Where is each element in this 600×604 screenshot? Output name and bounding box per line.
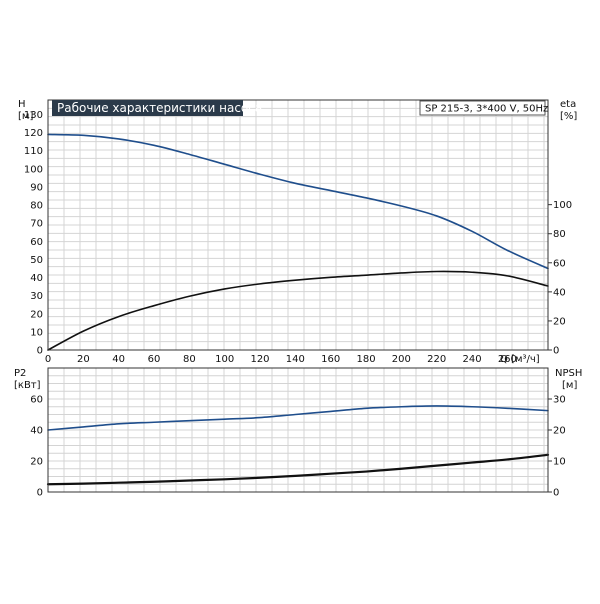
chart-title: Рабочие характеристики насоса — [57, 101, 262, 115]
upper-left-tick-label: 130 — [24, 110, 43, 121]
upper-series-1-line — [47, 270, 549, 351]
upper-left-tick-label: 10 — [30, 327, 43, 338]
x-tick-label: 200 — [392, 354, 411, 365]
upper-left-tick-label: 40 — [30, 273, 43, 284]
x-tick-label: 180 — [356, 354, 375, 365]
label-layer: Рабочие характеристики насоса SP 215-3, … — [14, 99, 582, 391]
tick-layer: 0102030405060708090100110120130020406080… — [24, 110, 572, 499]
lower-left-tick-label: 60 — [30, 395, 43, 406]
upper-plot-frame — [47, 99, 549, 351]
upper-right-tick-label: 20 — [553, 316, 566, 327]
upper-left-tick-label: 100 — [24, 164, 43, 175]
x-tick-label: 260 — [498, 354, 517, 365]
lower-right-axis-label: NPSH — [555, 368, 582, 379]
upper-left-tick-label: 90 — [30, 182, 43, 193]
lower-right-tick-label: 20 — [553, 426, 566, 437]
upper-left-tick-label: 0 — [37, 346, 43, 357]
x-tick-label: 240 — [462, 354, 481, 365]
lower-series-0-line — [47, 405, 549, 431]
upper-right-tick-label: 100 — [553, 200, 572, 211]
x-tick-label: 80 — [183, 354, 196, 365]
upper-left-tick-label: 80 — [30, 201, 43, 212]
upper-right-tick-label: 40 — [553, 287, 566, 298]
grid-layer — [48, 100, 548, 492]
upper-left-tick-label: 110 — [24, 146, 43, 157]
lower-series-1-line — [46, 453, 550, 486]
lower-left-axis-unit: [кВт] — [14, 380, 41, 391]
lower-right-tick-label: 10 — [553, 457, 566, 468]
upper-right-axis-label: eta — [560, 99, 576, 110]
upper-left-tick-label: 20 — [30, 309, 43, 320]
upper-left-tick-label: 70 — [30, 219, 43, 230]
x-tick-label: 120 — [250, 354, 269, 365]
lower-left-tick-label: 40 — [30, 426, 43, 437]
lower-left-axis-label: P2 — [14, 368, 26, 379]
x-tick-label: 20 — [77, 354, 90, 365]
upper-left-axis-label: H — [18, 99, 26, 110]
lower-left-tick-label: 20 — [30, 457, 43, 468]
x-tick-label: 40 — [112, 354, 125, 365]
x-tick-label: 160 — [321, 354, 340, 365]
x-tick-label: 0 — [45, 354, 51, 365]
lower-right-tick-label: 0 — [553, 488, 559, 499]
pump-info-text: SP 215-3, 3*400 V, 50Hz — [425, 104, 548, 115]
x-tick-label: 100 — [215, 354, 234, 365]
x-tick-label: 140 — [286, 354, 305, 365]
upper-left-axis-unit: [м] — [18, 111, 33, 122]
title-box — [52, 100, 243, 116]
x-tick-label: 220 — [427, 354, 446, 365]
lower-left-tick-label: 0 — [37, 488, 43, 499]
upper-right-axis-unit: [%] — [560, 111, 577, 122]
series-layer — [46, 133, 550, 486]
upper-right-tick-label: 0 — [553, 346, 559, 357]
pump-info-box — [419, 100, 546, 116]
upper-left-tick-label: 120 — [24, 128, 43, 139]
x-tick-label: 60 — [148, 354, 161, 365]
upper-series-0-line — [47, 133, 549, 270]
lower-right-tick-label: 30 — [553, 395, 566, 406]
upper-right-tick-label: 80 — [553, 229, 566, 240]
upper-left-tick-label: 30 — [30, 291, 43, 302]
upper-left-tick-label: 50 — [30, 255, 43, 266]
upper-left-tick-label: 60 — [30, 237, 43, 248]
upper-right-tick-label: 60 — [553, 258, 566, 269]
lower-right-axis-unit: [м] — [562, 380, 577, 391]
x-axis-label: Q [м³/ч] — [500, 354, 540, 365]
